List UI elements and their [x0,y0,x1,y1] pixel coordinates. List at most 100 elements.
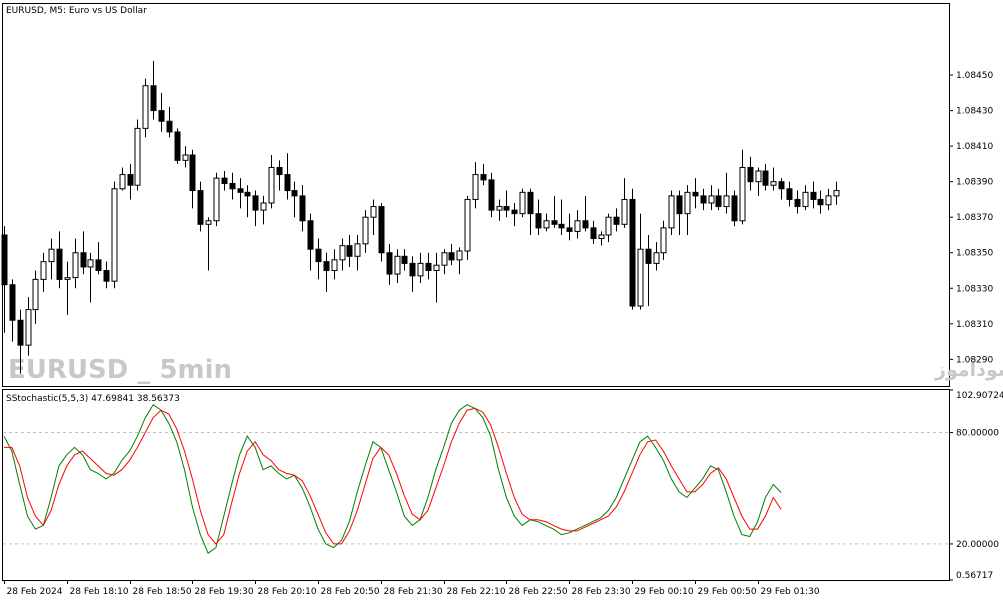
price-tick-label: 1.08330 [956,284,993,294]
candle [519,188,526,218]
candle [56,231,63,289]
candle [244,185,251,218]
candle [778,178,785,200]
candle-body-bear [56,248,63,280]
candle-body-bear [158,110,165,122]
candle [315,238,322,280]
candle-body-bull [441,252,448,266]
candle [464,195,471,260]
price-tick-label: 1.08370 [956,213,993,223]
candle [637,213,644,310]
candle-body-bear [676,195,683,215]
candle [817,190,824,214]
candle [441,249,448,275]
indicator-tick-label: 20.00000 [956,540,999,550]
candle-body-bull [684,191,691,215]
candle-body-bear [511,209,518,215]
candle [362,210,369,253]
candle [291,181,298,218]
candle-body-bear [252,195,259,211]
indicator-tick-label: 102.90724 [956,391,1003,401]
candle-body-bear [794,198,801,208]
indicator-levels [3,432,949,545]
candle-body-bear [401,255,408,264]
candle [17,309,24,374]
candle [676,190,683,235]
candle [142,78,149,138]
candle [794,190,801,214]
candle-body-bear [9,284,16,321]
candle [645,234,652,307]
candle-body-bear [315,248,322,263]
candle [731,190,738,227]
candle-body-bull [637,248,644,307]
candle-body-bear [425,262,432,272]
candle-body-bull [213,177,220,222]
candle [213,172,220,227]
candle [802,185,809,211]
price-tick-label: 1.08310 [956,320,993,330]
candle-body-bear [715,195,722,208]
candle [205,217,212,271]
time-tick-label: 28 Feb 23:30 [572,587,631,597]
time-tick-label: 28 Feb 18:10 [70,587,129,597]
candle [284,153,291,200]
candle-body-bear [810,191,817,200]
candle-body-bear [535,213,542,229]
candle-body-bear [284,174,291,192]
candle [339,238,346,271]
candle [72,238,79,289]
candle-body-bull [134,127,141,186]
candle-body-bull [496,206,503,211]
time-tick-label: 28 Feb 22:10 [447,587,506,597]
candle-body-bear [590,227,597,240]
candle-body-bull [260,202,267,211]
candle-body-bull [708,195,715,204]
candle-body-bear [488,179,495,211]
candle [480,163,487,186]
candle-body-bear [346,245,353,257]
candle [189,149,196,209]
candle [237,178,244,209]
candle [621,178,628,228]
candle [605,213,612,243]
candle [535,199,542,235]
candle-body-bear [1,234,8,286]
candle-body-bear [527,191,534,215]
candle-body-bull [802,191,809,208]
candle-body-bull [394,255,401,275]
time-tick-label: 29 Feb 00:10 [635,587,694,597]
candle-body-bull [621,198,628,225]
stochastic-main-line [3,403,782,554]
candle-body-bear [629,198,636,307]
candle-body-bull [87,259,94,268]
candle [386,243,393,285]
candle [723,172,730,214]
candle-body-bear [307,220,314,250]
candle-body-bull [472,174,479,200]
candle-body-bear [731,195,738,222]
candle-body-bull [723,195,730,208]
candle [87,252,94,303]
candle [221,171,228,191]
candle [527,188,534,235]
price-tick-label: 1.08350 [956,249,993,259]
price-tick-label: 1.08450 [956,71,993,81]
candle [25,297,32,356]
candle [299,185,306,232]
candle-body-bear [613,216,620,225]
candle [401,249,408,271]
time-tick-label: 28 Feb 2024 [7,587,63,597]
candle [425,252,432,280]
candle-body-bull [339,245,346,261]
time-tick-label: 28 Feb 18:50 [133,587,192,597]
candle-body-bear [229,182,236,190]
candle [598,231,605,246]
candle-body-bear [323,261,330,272]
candle [323,252,330,292]
candle [417,252,424,283]
candle [346,234,353,267]
candle-body-bear [778,181,785,190]
candle [551,195,558,228]
